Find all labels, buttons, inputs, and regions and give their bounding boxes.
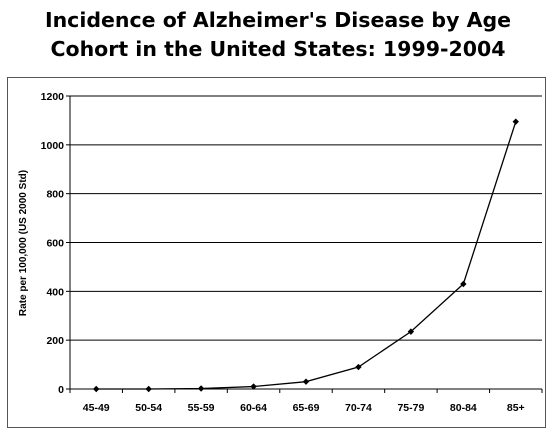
data-point-75-79 [407, 328, 415, 335]
x-tick-label-7: 80-84 [450, 402, 477, 414]
chart-title-line-2: Cohort in the United States: 1999-2004 [50, 37, 506, 61]
data-point-55-59 [197, 385, 205, 392]
x-tick-label-1: 50-54 [135, 402, 162, 414]
y-axis-label: Rate per 100,000 (US 2000 Std) [18, 170, 29, 316]
series [93, 118, 519, 393]
y-tick-labels: 0 200 400 600 800 1000 1200 [41, 91, 65, 396]
y-tick-label-1000: 1000 [41, 140, 65, 152]
data-point-80-84 [460, 280, 467, 288]
gridlines [70, 95, 542, 341]
data-point-85+ [512, 118, 519, 125]
x-tick-label-5: 70-74 [345, 402, 372, 414]
data-point-50-54 [145, 385, 152, 393]
data-point-65-69 [302, 378, 310, 385]
y-tick-label-600: 600 [46, 238, 64, 250]
y-tick-label-1200: 1200 [41, 91, 65, 103]
x-tick-label-8: 85+ [507, 402, 525, 414]
x-tick-label-2: 55-59 [188, 402, 215, 414]
chart-title-line-1: Incidence of Alzheimer's Disease by Age [44, 8, 512, 32]
y-tick-label-0: 0 [58, 384, 64, 396]
x-tick-labels: 45-49 50-54 55-59 60-64 65-69 70-74 75-79 80-84… [83, 402, 525, 414]
y-tick-label-200: 200 [46, 335, 64, 347]
data-point-70-74 [355, 363, 362, 371]
chart-title: Incidence of Alzheimer's Disease by Age … [0, 6, 556, 64]
x-tick-label-6: 75-79 [397, 402, 424, 414]
y-tick-label-800: 800 [46, 189, 64, 201]
x-tick-label-4: 65-69 [293, 402, 320, 414]
axes [66, 95, 543, 393]
data-point-45-49 [93, 385, 100, 393]
chart-frame [7, 77, 546, 428]
series-line [96, 121, 517, 390]
x-tick-label-0: 45-49 [83, 402, 110, 414]
x-tick-label-3: 60-64 [240, 402, 267, 414]
y-tick-label-400: 400 [46, 286, 64, 298]
data-point-60-64 [250, 383, 257, 390]
